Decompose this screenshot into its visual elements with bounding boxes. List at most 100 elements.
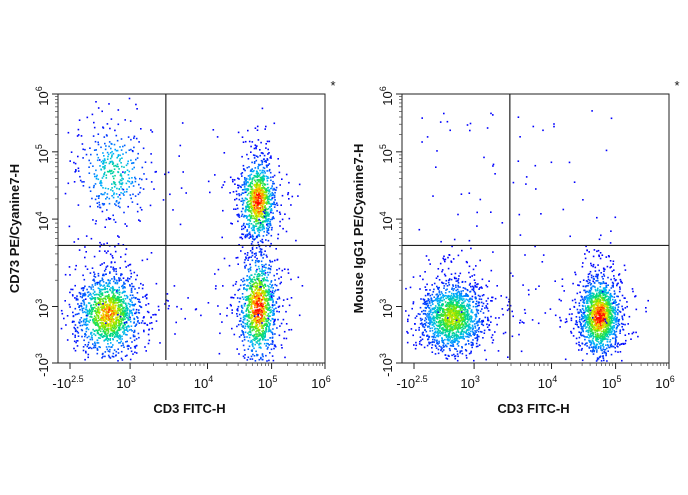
event-dot [123,313,125,315]
event-dot [102,353,104,355]
event-dot [453,354,455,356]
event-dot [93,279,95,281]
event-dot [422,279,424,281]
event-dot [244,305,246,307]
event-dot [425,323,427,325]
event-dot [105,302,107,304]
event-dot [110,158,112,160]
event-dot [243,165,245,167]
event-dot [257,294,259,296]
event-dot [97,202,99,204]
event-dot [246,289,248,291]
event-dot [120,296,122,298]
event-dot [242,296,244,298]
event-dot [266,224,268,226]
event-dot [259,149,261,151]
event-dot [254,198,256,200]
event-dot [103,314,105,316]
event-dot [109,356,111,358]
event-dot [248,325,250,327]
event-dot [138,219,140,221]
event-dot [82,290,84,292]
event-dot [250,170,252,172]
event-dot [442,351,444,353]
event-dot [77,303,79,305]
event-dot [288,192,290,194]
event-dot [291,329,293,331]
event-dot [119,160,121,162]
x-tick-label: 104 [194,374,213,391]
event-dot [126,309,128,311]
event-dot [476,343,478,345]
event-dot [265,239,267,241]
event-dot [259,174,261,176]
event-dot [181,308,183,310]
event-dot [82,143,84,145]
event-dot [266,203,268,205]
event-dot [93,289,95,291]
event-dot [103,161,105,163]
event-dot [256,258,258,260]
event-dot [88,294,90,296]
event-dot [94,280,96,282]
event-dot [256,179,258,181]
event-dot [94,318,96,320]
event-dot [237,178,239,180]
event-dot [114,144,116,146]
event-dot [268,326,270,328]
event-dot [452,284,454,286]
event-dot [258,310,260,312]
event-dot [100,182,102,184]
event-dot [255,223,257,225]
event-dot [451,300,453,302]
event-dot [95,347,97,349]
event-dot [250,308,252,310]
event-dot [249,176,251,178]
event-dot [451,311,453,313]
event-dot [251,340,253,342]
event-dot [280,213,282,215]
y-tick-label: 104 [34,211,51,230]
event-dot [89,319,91,321]
event-dot [487,298,489,300]
event-dot [117,140,119,142]
event-dot [131,289,133,291]
event-dot [236,204,238,206]
event-dot [137,153,139,155]
event-dot [224,258,226,260]
event-dot [120,273,122,275]
event-dot [411,308,413,310]
event-dot [100,169,102,171]
event-dot [80,180,82,182]
event-dot [104,158,106,160]
event-dot [248,315,250,317]
y-tick-label: 105 [34,144,51,163]
event-dot [478,331,480,333]
event-dot [272,341,274,343]
event-dot [100,184,102,186]
event-dot [127,297,129,299]
event-dot [263,226,265,228]
event-dot [262,328,264,330]
event-dot [261,316,263,318]
event-dot [101,315,103,317]
event-dot [263,175,265,177]
event-dot [114,309,116,311]
event-dot [73,315,75,317]
event-dot [130,120,132,122]
event-dot [250,341,252,343]
event-dot [98,337,100,339]
event-dot [241,211,243,213]
event-dot [230,304,232,306]
event-dot [268,223,270,225]
event-dot [244,339,246,341]
event-dot [112,297,114,299]
event-dot [438,353,440,355]
event-dot [263,201,265,203]
event-dot [271,349,273,351]
event-dot [124,291,126,293]
event-dot [64,300,66,302]
event-dot [264,336,266,338]
event-dot [236,257,238,259]
event-dot [93,185,95,187]
